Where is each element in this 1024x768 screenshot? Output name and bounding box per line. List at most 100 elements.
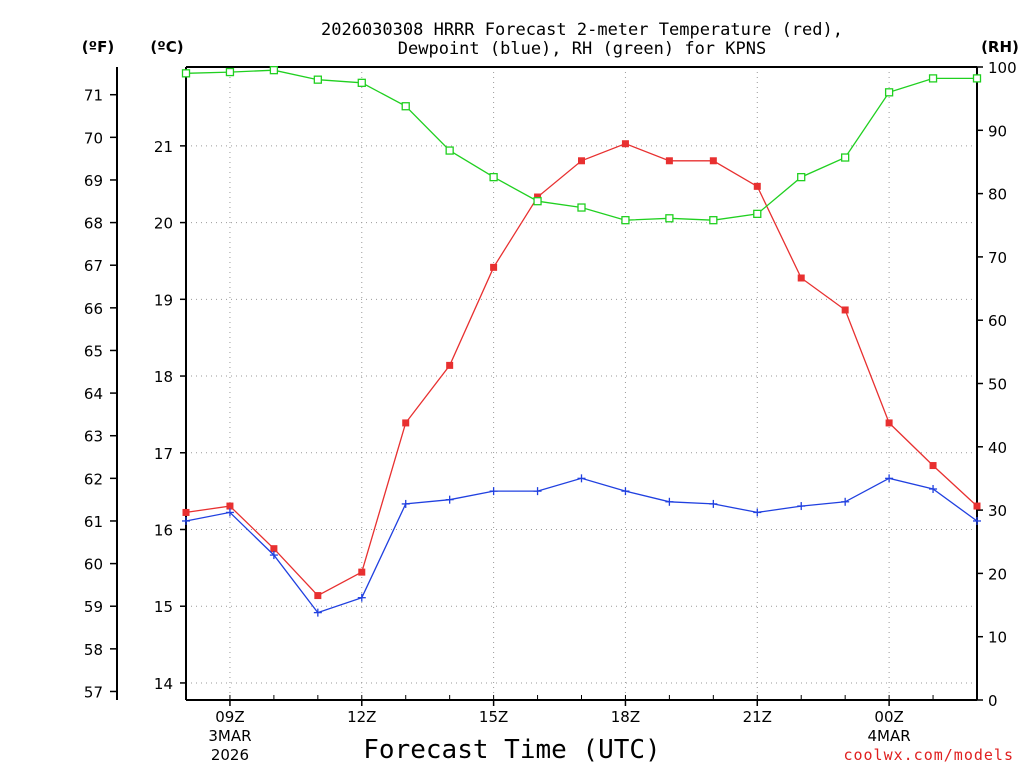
rh-point bbox=[577, 203, 586, 212]
x-tick-date-label: 3MAR bbox=[208, 727, 251, 745]
celsius-tick-label: 19 bbox=[154, 291, 173, 309]
rh-tick-label: 100 bbox=[988, 59, 1017, 77]
dewpoint-line bbox=[185, 477, 978, 614]
x-tick-label: 18Z bbox=[611, 708, 640, 726]
celsius-tick-label: 20 bbox=[154, 215, 173, 233]
fahrenheit-tick-label: 59 bbox=[84, 598, 103, 616]
x-tick-label: 09Z bbox=[215, 708, 244, 726]
rh-tick-label: 10 bbox=[988, 629, 1007, 647]
fahrenheit-tick-label: 63 bbox=[84, 428, 103, 446]
dewpoint-point bbox=[401, 499, 410, 508]
temperature-point bbox=[621, 140, 629, 148]
temperature-series bbox=[182, 140, 981, 600]
temperature-point bbox=[973, 502, 981, 510]
temperature-point bbox=[358, 568, 366, 576]
rh-tick-label: 90 bbox=[988, 122, 1007, 140]
rh-point bbox=[665, 214, 674, 223]
rh-point bbox=[928, 74, 938, 83]
dewpoint-point bbox=[313, 608, 322, 617]
fahrenheit-tick-label: 57 bbox=[84, 683, 103, 701]
fahrenheit-tick-label: 67 bbox=[84, 257, 103, 275]
rh-tick-label: 60 bbox=[988, 312, 1007, 330]
temperature-point bbox=[753, 182, 761, 190]
rh-point bbox=[489, 172, 498, 182]
fahrenheit-tick-label: 68 bbox=[84, 215, 103, 233]
rh-tick-label: 0 bbox=[988, 692, 998, 710]
temperature-point bbox=[797, 274, 805, 282]
temperature-point bbox=[534, 193, 542, 201]
x-tick-label: 12Z bbox=[347, 708, 376, 726]
rh-point bbox=[181, 69, 191, 78]
rh-point bbox=[797, 172, 806, 182]
rh-tick-label: 30 bbox=[988, 502, 1007, 520]
celsius-tick-label: 18 bbox=[154, 368, 173, 386]
temperature-point bbox=[182, 508, 190, 516]
axes: 57 58 59 60 61 62 63 64 65 66 67 68 69 70 71 14 15 16 17 18… bbox=[84, 59, 1017, 764]
rh-point bbox=[972, 74, 982, 83]
celsius-tick-label: 14 bbox=[154, 675, 173, 693]
dewpoint-point bbox=[489, 487, 498, 496]
rh-point bbox=[533, 197, 542, 206]
rh-point bbox=[753, 209, 762, 219]
fahrenheit-tick-label: 62 bbox=[84, 470, 103, 488]
temperature-point bbox=[402, 419, 410, 427]
chart-title-line2: Dewpoint (blue), RH (green) for KPNS bbox=[398, 39, 766, 59]
dewpoint-point bbox=[225, 508, 234, 517]
fahrenheit-tick-label: 61 bbox=[84, 513, 103, 531]
rh-tick-label: 40 bbox=[988, 439, 1007, 457]
x-tick-label: 21Z bbox=[743, 708, 772, 726]
dewpoint-point bbox=[665, 497, 674, 506]
rh-point bbox=[709, 216, 718, 225]
rh-tick-label: 20 bbox=[988, 565, 1007, 583]
fahrenheit-tick-label: 65 bbox=[84, 342, 103, 360]
rh-point bbox=[401, 102, 410, 111]
dewpoint-point bbox=[357, 593, 366, 602]
x-tick-label: 00Z bbox=[874, 708, 903, 726]
temperature-point bbox=[270, 545, 278, 553]
dewpoint-point bbox=[621, 487, 630, 496]
fahrenheit-tick-label: 64 bbox=[84, 385, 103, 403]
dewpoint-point bbox=[709, 499, 718, 508]
fahrenheit-tick-label: 58 bbox=[84, 641, 103, 659]
dewpoint-point bbox=[973, 516, 981, 525]
rh-tick-label: 80 bbox=[988, 186, 1007, 204]
rh-line bbox=[185, 69, 977, 221]
rh-point bbox=[313, 75, 322, 84]
dewpoint-point bbox=[577, 474, 586, 483]
rh-tick-label: 70 bbox=[988, 249, 1007, 267]
temperature-point bbox=[578, 157, 585, 165]
dewpoint-point bbox=[445, 495, 454, 504]
fahrenheit-tick-label: 69 bbox=[84, 172, 103, 190]
temperature-point bbox=[314, 592, 322, 600]
temperature-point bbox=[665, 157, 673, 165]
fahrenheit-tick-label: 70 bbox=[84, 129, 103, 147]
celsius-tick-label: 15 bbox=[154, 598, 173, 616]
dewpoint-point bbox=[885, 474, 894, 483]
rh-series bbox=[181, 66, 982, 225]
dewpoint-series bbox=[182, 474, 981, 617]
temperature-point bbox=[841, 306, 849, 314]
temperature-point bbox=[490, 263, 498, 271]
x-tick-label: 15Z bbox=[479, 708, 508, 726]
dewpoint-point bbox=[269, 551, 278, 560]
rh-point bbox=[841, 153, 850, 162]
series-layer bbox=[181, 66, 982, 617]
dewpoint-point bbox=[841, 497, 850, 506]
celsius-unit-label: (ºC) bbox=[150, 38, 183, 56]
dewpoint-point bbox=[182, 516, 190, 525]
fahrenheit-tick-label: 60 bbox=[84, 556, 103, 574]
dewpoint-point bbox=[797, 502, 806, 511]
rh-unit-label: (RH) bbox=[981, 38, 1019, 56]
credit-text: coolwx.com/models bbox=[843, 746, 1014, 764]
x-axis-title: Forecast Time (UTC) bbox=[363, 735, 660, 765]
fahrenheit-unit-label: (ºF) bbox=[82, 38, 114, 56]
rh-point bbox=[884, 88, 894, 97]
rh-point bbox=[621, 216, 630, 225]
rh-point bbox=[357, 78, 366, 87]
x-tick-date-label: 4MAR bbox=[868, 727, 911, 745]
temperature-point bbox=[709, 157, 717, 165]
temperature-point bbox=[929, 462, 937, 470]
dewpoint-point bbox=[533, 487, 542, 496]
celsius-tick-label: 17 bbox=[154, 445, 173, 463]
